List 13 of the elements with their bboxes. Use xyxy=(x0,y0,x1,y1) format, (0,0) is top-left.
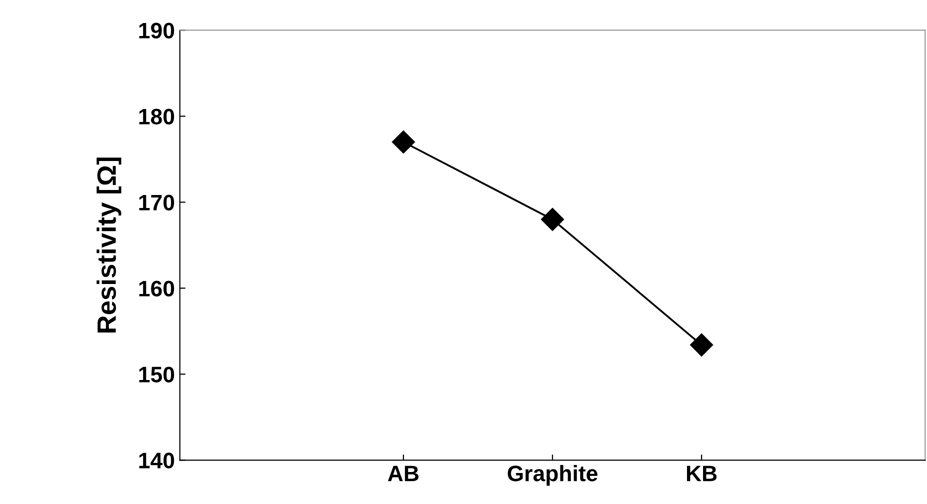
point xyxy=(690,333,714,356)
y-tick-label: 180 xyxy=(139,108,174,124)
y-tick-label: 150 xyxy=(139,366,174,382)
y-tick-label: 160 xyxy=(139,280,174,296)
y-tick-label: 140 xyxy=(139,452,174,468)
x-tick-label: Graphite xyxy=(508,465,598,486)
x-tick-label: KB xyxy=(686,466,717,482)
y-tick-label: 170 xyxy=(139,194,174,210)
x-tick-label: AB xyxy=(388,466,418,482)
y-axis-title: Resistivity [Ω] xyxy=(96,158,122,332)
y-tick-label: 190 xyxy=(139,22,174,39)
point xyxy=(540,208,564,231)
point xyxy=(392,130,415,154)
